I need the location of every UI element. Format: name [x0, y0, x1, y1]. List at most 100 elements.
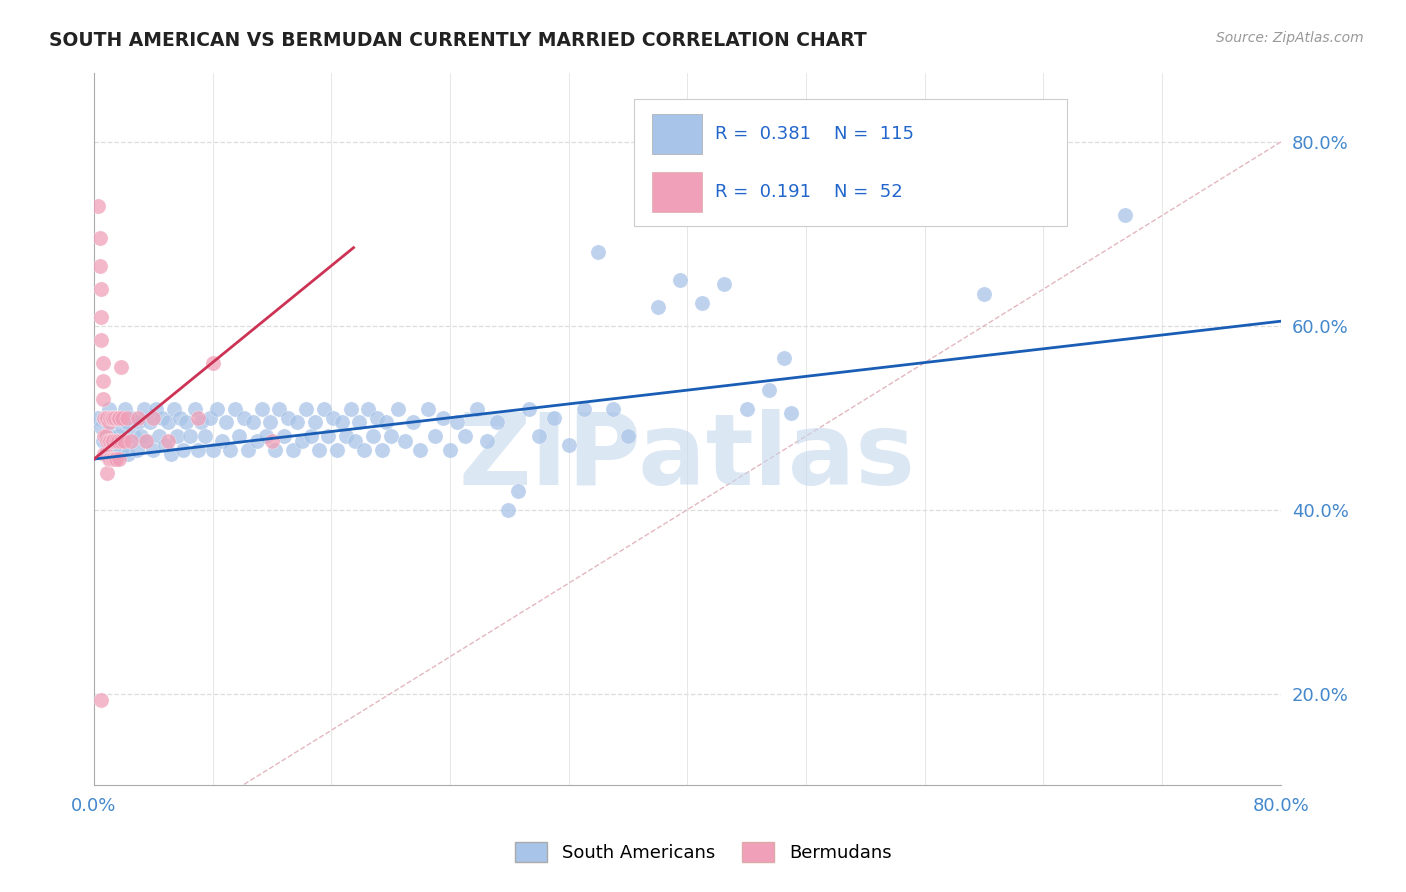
Point [142, 442, 165, 457]
Point [758, 383, 780, 397]
Point [588, 245, 610, 260]
Point [475, 434, 498, 448]
Point [735, 401, 758, 416]
Point [100, 452, 122, 467]
Point [145, 401, 167, 416]
Point [973, 286, 995, 301]
Point [125, 442, 148, 457]
Point [153, 438, 176, 452]
Point [90, 693, 112, 707]
Point [187, 410, 209, 425]
Point [772, 351, 794, 365]
Point [465, 401, 488, 416]
Point [98, 410, 121, 425]
Point [242, 415, 264, 429]
Point [572, 401, 595, 416]
Point [104, 438, 127, 452]
Point [496, 502, 519, 516]
Point [107, 429, 129, 443]
Point [112, 434, 135, 448]
Point [87, 199, 110, 213]
Point [647, 301, 669, 315]
Point [508, 484, 530, 499]
Bar [652, 172, 702, 212]
Point [259, 415, 281, 429]
Point [97, 401, 120, 416]
Point [215, 415, 238, 429]
Point [142, 410, 165, 425]
Point [238, 442, 260, 457]
Point [260, 434, 283, 448]
Point [273, 429, 295, 443]
Point [94, 410, 117, 425]
Point [100, 429, 122, 443]
Point [361, 429, 384, 443]
Point [179, 429, 201, 443]
Point [375, 415, 398, 429]
Point [103, 434, 125, 448]
Point [93, 429, 115, 443]
Point [90, 333, 112, 347]
Point [104, 452, 127, 467]
Point [97, 452, 120, 467]
Point [169, 410, 191, 425]
Point [91, 392, 114, 407]
Point [98, 415, 121, 429]
Point [198, 410, 221, 425]
FancyBboxPatch shape [634, 99, 1067, 227]
Point [93, 410, 115, 425]
Point [104, 410, 127, 425]
Point [194, 429, 217, 443]
Point [330, 415, 353, 429]
Point [232, 410, 254, 425]
Point [131, 429, 153, 443]
Point [387, 401, 409, 416]
Point [115, 415, 138, 429]
Text: R =  0.191    N =  52: R = 0.191 N = 52 [714, 183, 903, 201]
Point [543, 410, 565, 425]
Point [96, 410, 118, 425]
Point [105, 452, 128, 467]
Point [110, 442, 132, 457]
Point [211, 434, 233, 448]
Point [201, 355, 224, 369]
Point [344, 434, 367, 448]
Point [115, 410, 138, 425]
Point [285, 415, 308, 429]
Point [190, 415, 212, 429]
Point [269, 401, 291, 416]
Point [100, 410, 122, 425]
Point [150, 410, 173, 425]
Point [97, 415, 120, 429]
Point [187, 442, 209, 457]
Point [120, 434, 142, 448]
Point [98, 434, 121, 448]
Point [527, 429, 550, 443]
Point [205, 401, 228, 416]
Point [105, 434, 128, 448]
Point [91, 355, 114, 369]
Point [486, 415, 509, 429]
Point [184, 401, 207, 416]
Point [602, 401, 624, 416]
Point [394, 434, 416, 448]
Point [617, 429, 640, 443]
Bar [652, 113, 702, 153]
Point [107, 410, 129, 425]
Point [108, 410, 131, 425]
Point [127, 410, 149, 425]
Point [91, 434, 114, 448]
Point [250, 401, 273, 416]
Text: ZIPatlas: ZIPatlas [458, 409, 915, 507]
Point [291, 434, 314, 448]
Point [219, 442, 242, 457]
Point [160, 448, 183, 462]
Point [100, 434, 122, 448]
Point [93, 410, 115, 425]
Point [89, 231, 111, 245]
Point [90, 282, 112, 296]
Point [326, 442, 349, 457]
Point [112, 434, 135, 448]
Legend: South Americans, Bermudans: South Americans, Bermudans [508, 835, 898, 870]
Text: R =  0.381    N =  115: R = 0.381 N = 115 [714, 125, 914, 143]
